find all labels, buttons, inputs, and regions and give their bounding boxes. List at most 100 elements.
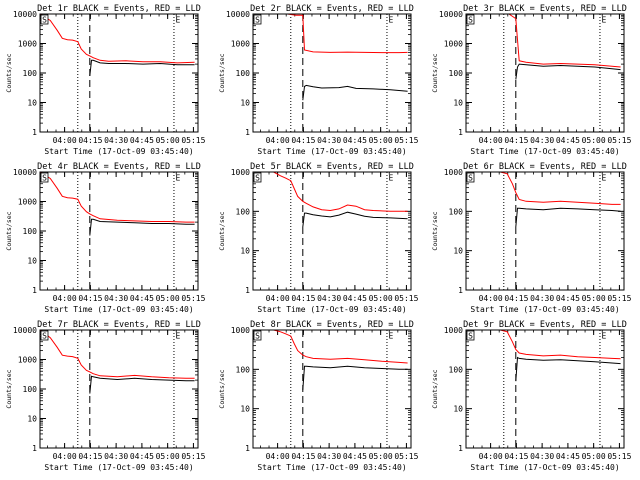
x-tick-label: 04:30 (317, 294, 341, 303)
end-marker-label: E (176, 332, 181, 341)
x-tick-label: 05:00 (369, 294, 393, 303)
start-marker-box (40, 330, 49, 341)
y-tick-label: 10000 (439, 10, 463, 19)
x-tick-label: 04:45 (343, 452, 367, 461)
y-axis-label: Counts/sec (431, 53, 439, 92)
series-events-line (302, 211, 408, 228)
y-tick-label: 1000 (18, 198, 37, 207)
series-lld-line (253, 330, 408, 364)
x-tick-label: 04:00 (266, 452, 290, 461)
start-marker-box (466, 172, 475, 183)
y-axis-label: Counts/sec (5, 53, 13, 92)
y-tick-label: 1 (458, 128, 463, 137)
series-events-line (302, 365, 408, 390)
x-tick-label: 04:30 (104, 136, 128, 145)
y-tick-label: 10 (240, 99, 250, 108)
x-tick-label: 04:15 (291, 452, 315, 461)
y-tick-label: 1000 (18, 40, 37, 49)
series-lld-line (466, 330, 621, 360)
x-tick-label: 05:15 (181, 136, 205, 145)
x-tick-label: 05:15 (394, 136, 418, 145)
y-tick-label: 1 (458, 444, 463, 453)
y-tick-label: 10 (453, 99, 463, 108)
end-marker-label: E (602, 174, 607, 183)
panel-title: Det 8r BLACK = Events, RED = LLD (250, 320, 414, 330)
x-tick-label: 04:00 (266, 294, 290, 303)
y-tick-label: 10000 (13, 168, 37, 177)
x-tick-label: 04:45 (343, 294, 367, 303)
y-tick-label: 1000 (444, 326, 463, 335)
x-axis-label: Start Time (17-Oct-09 03:45:40) (257, 305, 406, 314)
detector-panel-1: Det 1r BLACK = Events, RED = LLD Counts/s… (5, 4, 206, 156)
start-marker-box (253, 14, 262, 25)
detector-panel-7: Det 7r BLACK = Events, RED = LLD Counts/s… (5, 320, 206, 472)
x-tick-label: 04:15 (78, 294, 102, 303)
x-tick-label: 04:45 (130, 136, 154, 145)
x-tick-label: 05:15 (181, 294, 205, 303)
plot-frame (465, 13, 625, 133)
start-marker-box (466, 330, 475, 341)
y-tick-label: 100 (23, 227, 38, 236)
x-tick-label: 04:45 (556, 136, 580, 145)
x-tick-label: 05:00 (582, 294, 606, 303)
y-tick-label: 10 (453, 405, 463, 414)
series-events-line (302, 84, 408, 101)
y-axis-label: Counts/sec (5, 369, 13, 408)
plot-frame (39, 171, 199, 291)
panel-title: Det 9r BLACK = Events, RED = LLD (463, 320, 627, 330)
y-axis-label: Counts/sec (218, 369, 226, 408)
x-tick-label: 04:15 (504, 294, 528, 303)
x-tick-label: 04:45 (556, 294, 580, 303)
series-events-line (89, 218, 195, 236)
x-tick-label: 04:15 (78, 136, 102, 145)
x-tick-label: 05:00 (156, 294, 180, 303)
y-tick-label: 1000 (231, 40, 250, 49)
panel-title: Det 7r BLACK = Events, RED = LLD (37, 320, 201, 330)
x-tick-label: 05:15 (394, 452, 418, 461)
panel-title: Det 1r BLACK = Events, RED = LLD (37, 4, 201, 14)
start-marker-label: S (255, 174, 260, 183)
y-tick-label: 1 (245, 444, 250, 453)
x-tick-label: 04:15 (291, 136, 315, 145)
x-tick-label: 04:30 (104, 452, 128, 461)
x-tick-label: 05:15 (394, 294, 418, 303)
detector-panel-5: Det 5r BLACK = Events, RED = LLD Counts/s… (218, 162, 419, 314)
x-tick-label: 04:30 (530, 294, 554, 303)
y-tick-label: 10 (453, 247, 463, 256)
y-tick-label: 100 (23, 385, 38, 394)
x-tick-label: 05:00 (156, 452, 180, 461)
end-marker-label: E (389, 16, 394, 25)
series-lld-line (466, 172, 621, 205)
x-tick-label: 05:15 (607, 452, 631, 461)
y-tick-label: 1 (32, 128, 37, 137)
end-marker-label: E (176, 174, 181, 183)
y-tick-label: 100 (236, 365, 251, 374)
x-axis-label: Start Time (17-Oct-09 03:45:40) (470, 463, 619, 472)
y-axis-label: Counts/sec (5, 211, 13, 250)
x-tick-label: 04:30 (317, 136, 341, 145)
start-marker-box (253, 172, 262, 183)
series-events-line (89, 59, 195, 76)
x-tick-label: 04:00 (53, 136, 77, 145)
y-axis-label: Counts/sec (218, 53, 226, 92)
y-tick-label: 10 (27, 257, 37, 266)
series-lld-line (40, 172, 195, 223)
plot-frame (252, 13, 412, 133)
y-tick-label: 10000 (13, 326, 37, 335)
panel-title: Det 4r BLACK = Events, RED = LLD (37, 162, 201, 172)
panel-title: Det 5r BLACK = Events, RED = LLD (250, 162, 414, 172)
x-tick-label: 04:00 (266, 136, 290, 145)
y-tick-label: 1000 (231, 326, 250, 335)
end-marker-label: E (176, 16, 181, 25)
detector-panel-9: Det 9r BLACK = Events, RED = LLD Counts/s… (431, 320, 632, 472)
plot-frame (465, 329, 625, 449)
x-tick-label: 04:00 (53, 294, 77, 303)
start-marker-box (253, 330, 262, 341)
panel-title: Det 3r BLACK = Events, RED = LLD (463, 4, 627, 14)
x-axis-label: Start Time (17-Oct-09 03:45:40) (470, 305, 619, 314)
plot-frame (252, 329, 412, 449)
plot-frame (465, 171, 625, 291)
x-tick-label: 04:45 (130, 294, 154, 303)
series-events-line (515, 63, 621, 80)
